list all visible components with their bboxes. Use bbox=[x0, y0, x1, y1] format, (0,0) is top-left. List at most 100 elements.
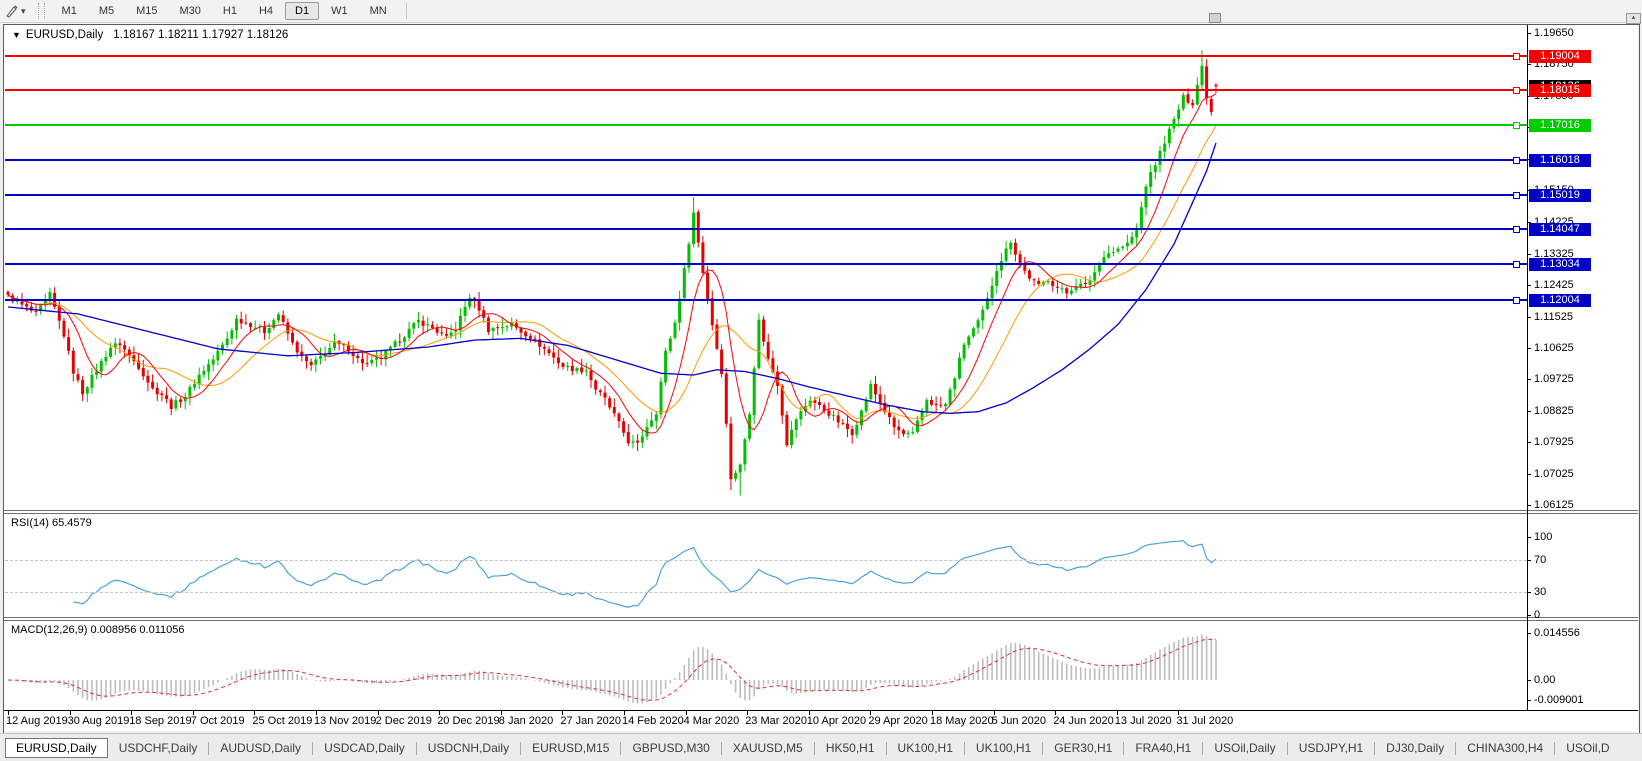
pane-separator[interactable] bbox=[4, 617, 1638, 618]
date-axis-tick bbox=[192, 711, 194, 715]
tool-dropdown-caret-icon[interactable]: ▾ bbox=[21, 5, 26, 16]
date-axis-label: 13 Nov 2019 bbox=[314, 715, 377, 727]
tab-separator bbox=[208, 741, 210, 755]
chart-shift-marker[interactable] bbox=[1209, 13, 1221, 23]
horizontal-level-line[interactable] bbox=[5, 158, 1527, 161]
level-drag-handle[interactable] bbox=[1513, 87, 1520, 95]
price-chart-canvas[interactable] bbox=[5, 25, 1527, 510]
macd-axis-tick bbox=[1527, 680, 1531, 681]
tab-eurusd-m15[interactable]: EURUSD,M15 bbox=[532, 741, 610, 755]
date-axis-tick bbox=[932, 711, 933, 715]
horizontal-level-line[interactable] bbox=[5, 54, 1527, 57]
date-axis-tick bbox=[685, 711, 687, 715]
timeframe-button-h4[interactable]: H4 bbox=[258, 5, 274, 17]
tab-separator bbox=[312, 741, 314, 755]
tab-uk100-h1[interactable]: UK100,H1 bbox=[897, 741, 953, 755]
level-drag-handle[interactable] bbox=[1513, 225, 1520, 233]
tab-separator bbox=[1286, 741, 1288, 755]
horizontal-level-line[interactable] bbox=[5, 193, 1527, 196]
price-axis-label: 1.19650 bbox=[1534, 27, 1574, 39]
tab-fra40-h1[interactable]: FRA40,H1 bbox=[1135, 741, 1192, 755]
tab-usdcnh-daily[interactable]: USDCNH,Daily bbox=[427, 741, 510, 755]
price-axis-line bbox=[1527, 25, 1528, 710]
horizontal-level-line[interactable] bbox=[5, 227, 1527, 230]
rsi-axis-tick bbox=[1527, 591, 1531, 593]
date-axis-label: 23 Mar 2020 bbox=[745, 715, 807, 727]
date-axis-tick bbox=[562, 711, 564, 715]
tab-separator bbox=[415, 741, 417, 755]
price-axis-tick bbox=[1527, 347, 1531, 349]
macd-canvas[interactable] bbox=[5, 621, 1527, 710]
tab-usoil-d[interactable]: USOil,D bbox=[1566, 741, 1610, 755]
toolbar-grip-handle[interactable] bbox=[37, 3, 45, 19]
level-drag-handle[interactable] bbox=[1513, 121, 1520, 129]
pane-separator[interactable] bbox=[4, 513, 1638, 514]
date-axis-label: 13 Jul 2020 bbox=[1114, 715, 1172, 727]
horizontal-level-line[interactable] bbox=[5, 123, 1527, 126]
price-axis-tick bbox=[1527, 410, 1531, 412]
date-axis-tick bbox=[808, 711, 810, 715]
level-drag-handle[interactable] bbox=[1513, 260, 1520, 268]
date-axis-label: 24 Jun 2020 bbox=[1053, 715, 1114, 727]
price-axis-label: 1.10625 bbox=[1534, 341, 1574, 354]
timeframe-button-w1[interactable]: W1 bbox=[331, 5, 348, 17]
horizontal-level-line[interactable] bbox=[5, 89, 1527, 92]
price-axis-label: 1.11525 bbox=[1534, 310, 1573, 323]
chart-menu-icon[interactable]: ▼ bbox=[12, 30, 21, 40]
tab-usdjpy-h1[interactable]: USDJPY,H1 bbox=[1298, 741, 1364, 755]
date-axis-tick bbox=[131, 711, 133, 715]
timeframe-button-m15[interactable]: M15 bbox=[136, 5, 158, 17]
tab-separator bbox=[885, 741, 887, 755]
timeframe-button-m30[interactable]: M30 bbox=[179, 5, 201, 17]
level-price-badge: 1.18015 bbox=[1529, 84, 1591, 98]
timeframe-button-mn[interactable]: MN bbox=[369, 5, 387, 17]
scroll-up-button[interactable]: ▲ bbox=[1626, 13, 1641, 24]
timeframe-button-h1[interactable]: H1 bbox=[222, 5, 237, 17]
level-price-badge: 1.17016 bbox=[1529, 118, 1591, 132]
chart-cursor-tool-icon[interactable] bbox=[3, 3, 21, 19]
chart-background bbox=[4, 25, 1638, 731]
price-axis-label: 1.08825 bbox=[1534, 404, 1574, 417]
level-drag-handle[interactable] bbox=[1513, 52, 1520, 60]
horizontal-level-line[interactable] bbox=[5, 262, 1527, 265]
level-price-badge: 1.13034 bbox=[1529, 257, 1591, 271]
tab-separator bbox=[520, 741, 522, 755]
tab-china300-h4[interactable]: CHINA300,H4 bbox=[1467, 741, 1544, 755]
tab-uk100-h1[interactable]: UK100,H1 bbox=[975, 741, 1032, 755]
rsi-axis-tick bbox=[1527, 560, 1531, 562]
tab-hk50-h1[interactable]: HK50,H1 bbox=[825, 741, 875, 755]
tab-ger30-h1[interactable]: GER30,H1 bbox=[1054, 741, 1113, 755]
tab-separator bbox=[1374, 741, 1376, 755]
date-axis-tick bbox=[439, 711, 441, 715]
tab-usdchf-daily[interactable]: USDCHF,Daily bbox=[118, 741, 198, 755]
level-drag-handle[interactable] bbox=[1513, 156, 1520, 164]
tab-gbpusd-m30[interactable]: GBPUSD,M30 bbox=[632, 741, 710, 755]
price-axis-tick bbox=[1527, 505, 1531, 507]
pane-separator[interactable] bbox=[4, 510, 1638, 511]
level-drag-handle[interactable] bbox=[1513, 191, 1520, 199]
pane-separator[interactable] bbox=[4, 620, 1638, 621]
timeframe-button-m5[interactable]: M5 bbox=[98, 5, 115, 17]
tab-separator bbox=[1455, 741, 1457, 755]
chart-ohlc-values: 1.18167 1.18211 1.17927 1.18126 bbox=[113, 29, 289, 41]
tab-eurusd-daily[interactable]: EURUSD,Daily bbox=[5, 738, 108, 758]
timeframe-button-d1[interactable]: D1 bbox=[285, 2, 320, 20]
tab-usdcad-daily[interactable]: USDCAD,Daily bbox=[324, 741, 405, 755]
date-axis-label: 8 Jan 2020 bbox=[498, 715, 554, 727]
tab-usoil-daily[interactable]: USOil,Daily bbox=[1214, 741, 1276, 755]
date-axis-label: 4 Mar 2020 bbox=[683, 715, 740, 727]
date-axis-tick bbox=[1116, 711, 1118, 715]
chart-title: ▼ EURUSD,Daily 1.18167 1.18211 1.17927 1.1… bbox=[12, 29, 288, 41]
tab-xauusd-m5[interactable]: XAUUSD,M5 bbox=[732, 741, 803, 755]
date-axis-label: 29 Apr 2020 bbox=[868, 715, 928, 727]
level-drag-handle[interactable] bbox=[1513, 296, 1520, 304]
rsi-level-line bbox=[5, 591, 1527, 593]
macd-axis-label: -0.009001 bbox=[1534, 694, 1584, 706]
tab-dj30-daily[interactable]: DJ30,Daily bbox=[1386, 741, 1445, 755]
rsi-canvas[interactable] bbox=[5, 514, 1527, 617]
tab-audusd-daily[interactable]: AUDUSD,Daily bbox=[220, 741, 302, 755]
date-axis-tick bbox=[377, 711, 379, 715]
price-axis-tick bbox=[1527, 253, 1531, 255]
horizontal-level-line[interactable] bbox=[5, 298, 1527, 301]
timeframe-button-m1[interactable]: M1 bbox=[61, 5, 77, 17]
